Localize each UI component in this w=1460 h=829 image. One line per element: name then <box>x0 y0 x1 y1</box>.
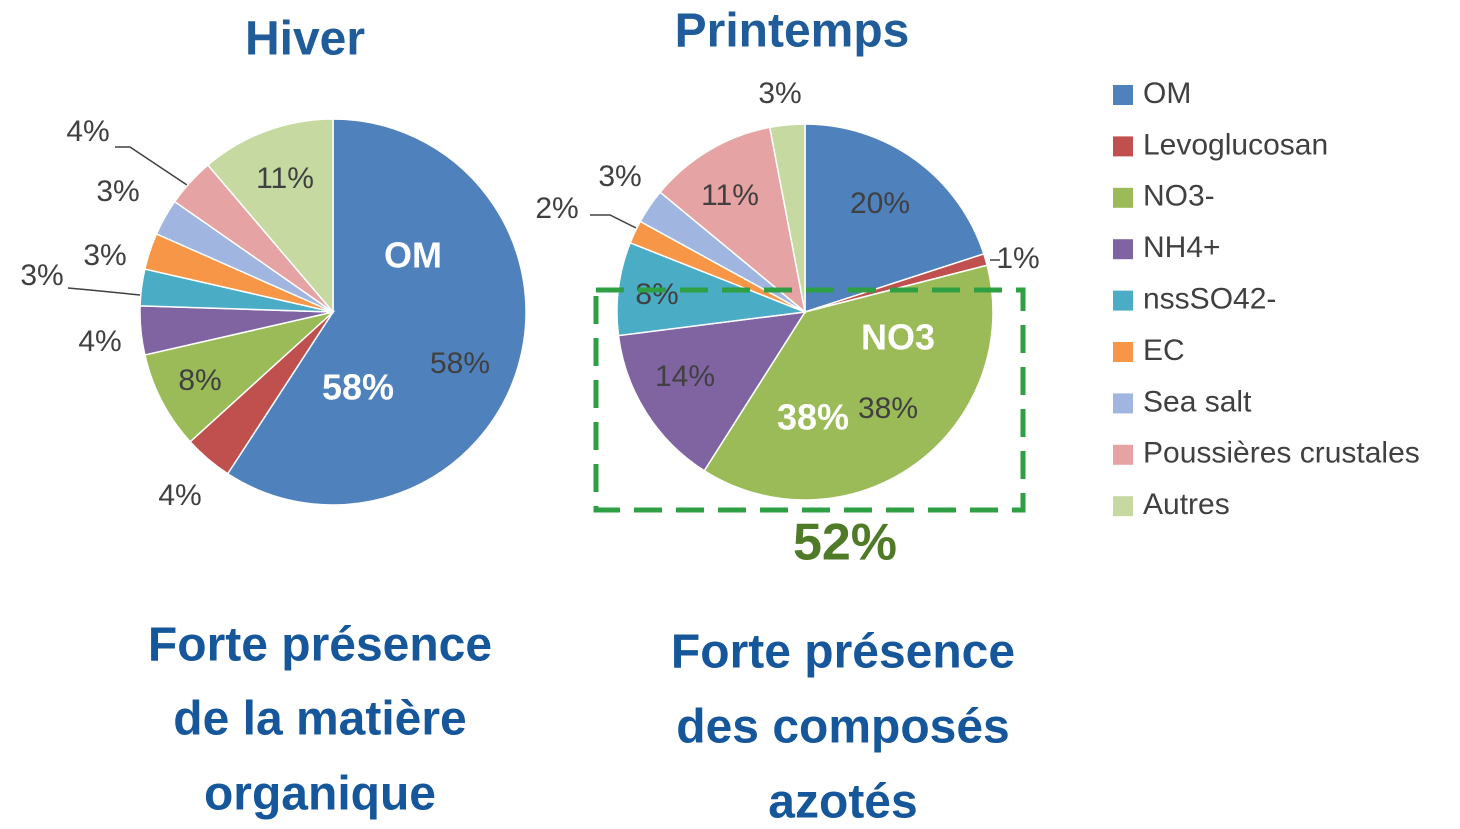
data-label: 20% <box>850 187 910 220</box>
pie-slice <box>768 123 806 313</box>
data-label: 4% <box>78 325 121 358</box>
data-label: 14% <box>655 360 715 393</box>
caption: azotés <box>768 776 917 829</box>
legend-swatch <box>1113 290 1133 311</box>
caption: organique <box>204 768 436 821</box>
data-label: 3% <box>83 239 126 272</box>
annotation: 52% <box>793 514 897 572</box>
pie-slice <box>226 118 527 506</box>
highlight-box <box>593 287 1026 513</box>
data-label: 8% <box>178 364 221 397</box>
chart-title: Printemps <box>675 5 910 58</box>
data-label: 38% <box>858 392 918 425</box>
pie-slice <box>617 311 807 472</box>
pie-slice <box>659 126 807 314</box>
annotation: 38% <box>777 397 849 438</box>
legend-swatch <box>1113 342 1133 362</box>
legend-swatch <box>1113 496 1133 517</box>
pie-slice <box>703 264 994 501</box>
leader-line <box>590 214 637 229</box>
data-label: 3% <box>758 77 801 110</box>
data-label: 11% <box>256 162 314 195</box>
legend-swatch <box>1113 136 1133 157</box>
caption: des composés <box>676 701 1009 754</box>
pie-slice <box>804 123 985 314</box>
annotation: OM <box>384 235 442 276</box>
leader-line <box>115 146 191 188</box>
annotation: 58% <box>322 367 394 408</box>
caption: Forte présence <box>148 619 492 672</box>
legend-label: Sea salt <box>1143 385 1252 418</box>
chart-title: Hiver <box>245 13 365 66</box>
data-label: 3% <box>598 160 641 193</box>
legend-label: EC <box>1143 334 1185 367</box>
legend-label: nssSO42- <box>1143 283 1276 316</box>
legend-label: NO3- <box>1143 180 1215 213</box>
legend-label: NH4+ <box>1143 231 1221 264</box>
legend-swatch <box>1113 444 1133 465</box>
legend-label: Poussières crustales <box>1143 437 1420 470</box>
data-label: 4% <box>158 479 201 512</box>
legend-swatch <box>1113 85 1133 105</box>
data-label: 3% <box>96 175 139 208</box>
legend-label: Levoglucosan <box>1143 128 1328 161</box>
data-label: 1% <box>996 242 1039 275</box>
data-label: 2% <box>535 192 578 225</box>
data-label: 8% <box>635 278 678 311</box>
legend-swatch <box>1113 393 1133 414</box>
pie-slice <box>206 118 334 315</box>
legend-label: Autres <box>1143 488 1230 521</box>
data-label: 11% <box>701 179 759 212</box>
legend-label: OM <box>1143 77 1191 110</box>
data-label: 3% <box>20 259 63 292</box>
leader-line <box>67 287 141 296</box>
caption: Forte présence <box>671 626 1015 679</box>
caption: de la matière <box>173 693 466 746</box>
annotation: NO3 <box>861 317 935 358</box>
data-label: 4% <box>66 115 109 148</box>
legend-swatch <box>1113 239 1133 260</box>
legend-swatch <box>1113 187 1133 208</box>
data-label: 58% <box>430 347 490 380</box>
